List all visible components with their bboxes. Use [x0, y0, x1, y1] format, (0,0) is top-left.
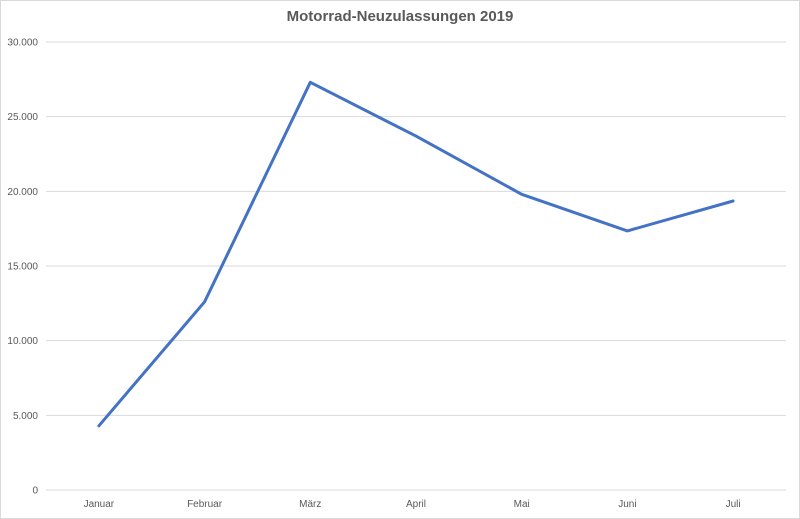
y-tick-label: 25.000 — [7, 112, 38, 123]
x-tick-label: Mai — [514, 499, 530, 510]
y-tick-label: 5.000 — [13, 411, 38, 422]
series-group — [97, 80, 735, 428]
x-tick-label: März — [299, 499, 321, 510]
y-tick-label: 15.000 — [7, 262, 38, 273]
chart-title: Motorrad-Neuzulassungen 2019 — [286, 8, 514, 25]
y-tick-label: 10.000 — [7, 336, 38, 347]
x-tick-label: Juni — [618, 499, 636, 510]
x-axis-labels: Januar Februar März April Mai Juni Juli — [84, 499, 741, 510]
gridlines — [46, 41, 786, 491]
y-axis-labels: 0 5.000 10.000 15.000 20.000 25.000 30.000 — [7, 38, 38, 497]
x-tick-label: Juli — [726, 499, 741, 510]
y-tick-label: 20.000 — [7, 187, 38, 198]
x-tick-label: Januar — [84, 499, 115, 510]
x-tick-label: Februar — [187, 499, 223, 510]
x-tick-label: April — [406, 499, 426, 510]
y-tick-label: 30.000 — [7, 38, 38, 49]
series-line — [97, 80, 735, 428]
y-tick-label: 0 — [32, 486, 38, 497]
